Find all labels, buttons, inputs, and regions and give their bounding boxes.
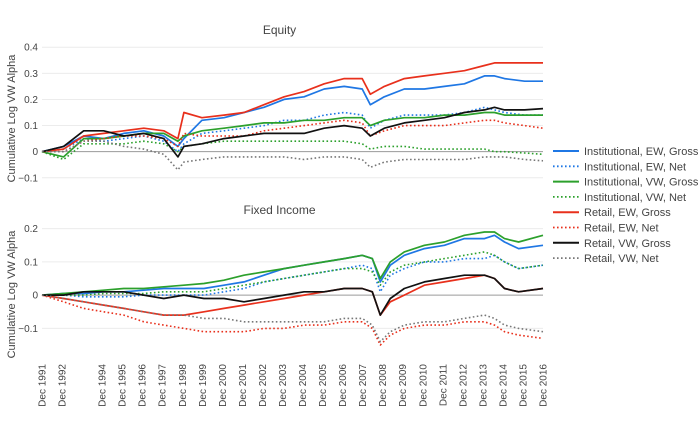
- legend-label: Institutional, EW, Gross: [584, 146, 699, 158]
- panel-fixed-income: −0.1 0 0.1 0.2 Fixed Income: [18, 203, 544, 346]
- x-tick-label: Dec 2005: [318, 364, 329, 407]
- y-tick-label: 0.2: [24, 224, 38, 235]
- legend-label: Retail, EW, Net: [584, 223, 659, 235]
- x-tick-label: Dec 1995: [118, 364, 129, 407]
- x-tick-label: Dec 1997: [158, 364, 169, 407]
- x-tick-label: Dec 2010: [418, 364, 429, 407]
- series-line: [42, 274, 544, 316]
- x-tick-label: Dec 2012: [458, 364, 469, 407]
- series-line: [41, 140, 544, 161]
- legend-label: Retail, VW, Net: [584, 253, 659, 265]
- x-tick-label: Dec 1991: [38, 364, 49, 407]
- y-tick-label: −0.1: [18, 173, 38, 184]
- series-line: [41, 75, 543, 153]
- series-line: [41, 294, 544, 343]
- y-tick-label: 0.3: [24, 69, 38, 80]
- series-line: [42, 251, 544, 296]
- y-tick-label: 0.1: [24, 121, 38, 132]
- y-axis-label: Cumulative Log VW Alpha: [6, 230, 18, 359]
- legend-label: Retail, EW, Gross: [584, 207, 671, 219]
- x-tick-label: Dec 2016: [539, 364, 550, 407]
- series-line: [41, 294, 544, 346]
- series-line: [41, 62, 543, 153]
- x-tick-label: Dec 2013: [478, 364, 489, 407]
- y-tick-label: 0.1: [24, 257, 38, 268]
- x-tick-label: Dec 1994: [98, 364, 109, 407]
- x-tick-label: Dec 1999: [198, 364, 209, 407]
- y-tick-label: 0.2: [24, 95, 38, 106]
- series-line: [42, 254, 544, 298]
- x-tick-label: Dec 2008: [378, 364, 389, 407]
- legend-label: Institutional, VW, Gross: [584, 177, 699, 189]
- x-tick-label: Dec 2006: [338, 364, 349, 407]
- legend-label: Institutional, VW, Net: [584, 192, 686, 204]
- x-tick-label: Dec 1992: [58, 364, 69, 407]
- x-tick-label: Dec 2015: [519, 364, 530, 407]
- y-axis-label: Cumulative Log VW Alpha: [6, 54, 18, 183]
- series-line: [41, 234, 544, 296]
- x-tick-label: Dec 2001: [238, 364, 249, 407]
- x-tick-label: Dec 2011: [438, 364, 449, 407]
- panel-title: Equity: [263, 23, 296, 37]
- x-tick-label: Dec 2004: [298, 364, 309, 407]
- x-tick-label: Dec 1998: [178, 364, 189, 407]
- x-tick-label: Dec 2007: [358, 364, 369, 407]
- y-tick-label: 0: [32, 291, 38, 302]
- panel-title: Fixed Income: [243, 203, 315, 217]
- panel-equity: −0.1 0 0.1 0.2 0.3 0.4 Equity: [18, 23, 544, 184]
- series-line: [42, 140, 544, 171]
- x-tick-label: Dec 2009: [398, 364, 409, 407]
- series-line: [41, 231, 544, 296]
- x-tick-label: Dec 2002: [258, 364, 269, 407]
- y-tick-label: 0: [32, 147, 38, 158]
- x-tick-label: Dec 2003: [278, 364, 289, 407]
- x-tick-label: Dec 2000: [218, 364, 229, 407]
- series-line: [41, 106, 544, 158]
- x-tick-label: Dec 1996: [138, 364, 149, 407]
- y-tick-label: −0.1: [18, 324, 38, 335]
- series-line: [42, 119, 544, 153]
- legend: Institutional, EW, Gross Institutional, E…: [553, 146, 699, 265]
- legend-label: Institutional, EW, Net: [584, 161, 686, 173]
- x-axis: Dec 1991 Dec 1992 Dec 1994 Dec 1995 Dec 1996…: [38, 364, 550, 407]
- y-tick-label: 0.4: [24, 43, 38, 54]
- legend-label: Retail, VW, Gross: [584, 238, 671, 250]
- x-tick-label: Dec 2014: [498, 364, 509, 407]
